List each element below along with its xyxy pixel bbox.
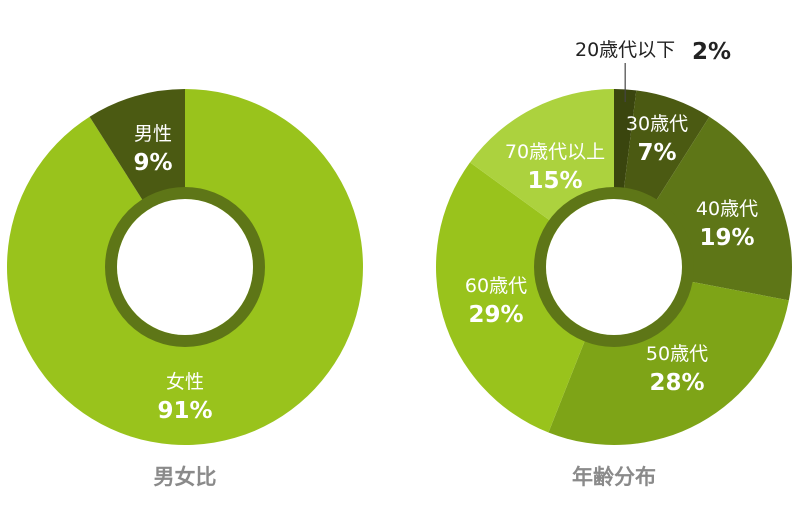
slice-value-女性: 91% <box>157 398 212 424</box>
chart-title: 男女比 <box>154 465 217 489</box>
slice-value-60歳代: 29% <box>468 302 523 328</box>
slice-60歳代 <box>435 162 614 433</box>
slice-label-60歳代: 60歳代 <box>465 275 527 297</box>
slice-value-40歳代: 19% <box>699 225 754 251</box>
slice-label-男性: 男性 <box>134 123 172 145</box>
slice-label-40歳代: 40歳代 <box>696 198 758 220</box>
slice-value-50歳代: 28% <box>649 370 704 396</box>
gender-donut-chart: 女性 91% 男性 9% 男女比 <box>6 89 363 489</box>
donut-hole <box>117 199 253 335</box>
slice-label-30歳代: 30歳代 <box>626 113 688 135</box>
slice-label-70歳代以上: 70歳代以上 <box>505 141 605 163</box>
donut-hole <box>546 199 682 335</box>
inner-ring <box>534 187 694 347</box>
age-donut-chart: 20歳代以下 2% 30歳代 7% 40歳代 19% 50歳代 28% 60歳代 29% 70歳代以… <box>435 39 792 489</box>
slice-label-50歳代: 50歳代 <box>646 343 708 365</box>
chart-title: 年齢分布 <box>572 465 656 489</box>
slice-value-30歳代: 7% <box>637 140 676 166</box>
slice-label-20歳代以下: 20歳代以下 <box>575 39 675 61</box>
inner-ring <box>105 187 265 347</box>
slice-value-20歳代以下: 2% <box>692 39 731 65</box>
slice-value-70歳代以上: 15% <box>527 168 582 194</box>
slice-label-女性: 女性 <box>166 371 204 393</box>
slice-value-男性: 9% <box>133 150 172 176</box>
